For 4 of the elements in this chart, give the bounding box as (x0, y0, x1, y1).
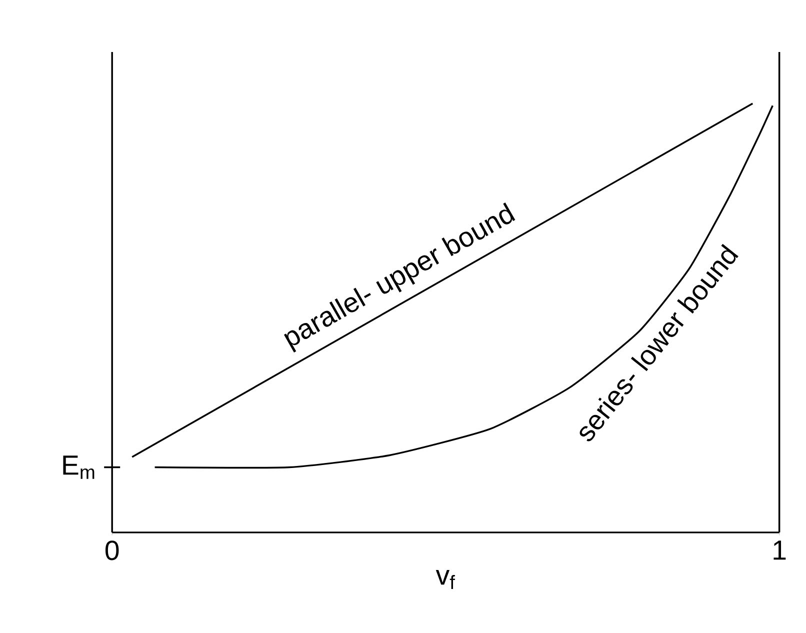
x-tick-label: 1 (774, 540, 786, 560)
ref-line-label: E$_{m}$ (63, 456, 94, 480)
x-axis-title: v$_{f}$ (436, 570, 455, 590)
x-tick-label: 0 (105, 540, 119, 560)
